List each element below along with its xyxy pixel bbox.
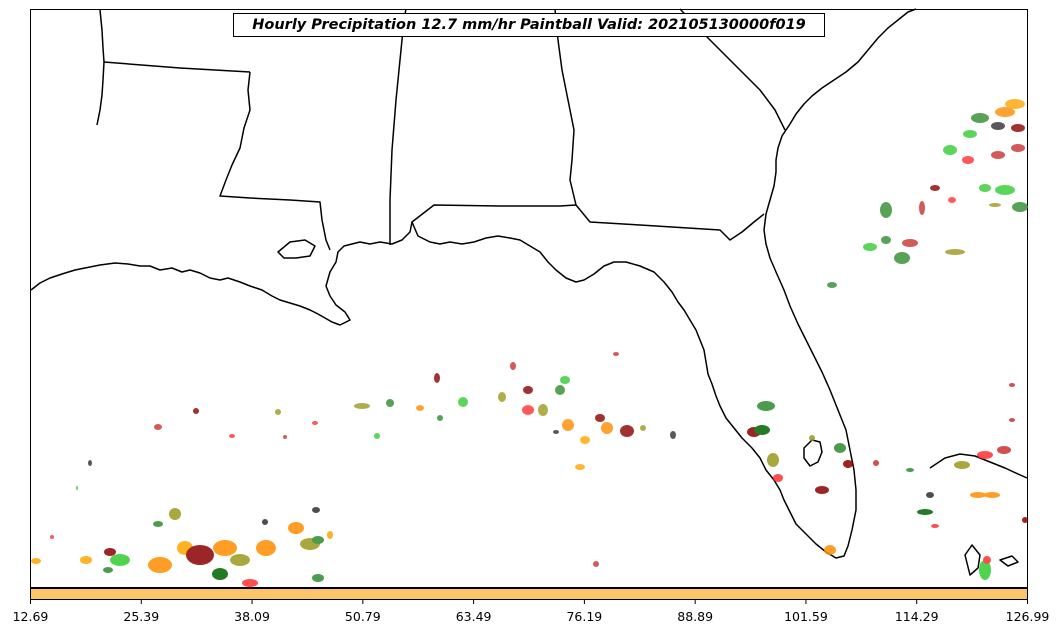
paintball-cluster-bahamas bbox=[906, 383, 1028, 580]
lake-pontchartrain bbox=[277, 239, 316, 259]
colorbar-tick-marks bbox=[30, 599, 1028, 604]
state-border-la-ar bbox=[103, 61, 251, 73]
colorbar-tick-label: 38.09 bbox=[234, 609, 270, 624]
plot-frame bbox=[30, 9, 1028, 588]
colorbar-tick-label: 114.29 bbox=[894, 609, 939, 624]
paintball-scattered-west bbox=[50, 408, 599, 567]
map-title: Hourly Precipitation 12.7 mm/hr Paintbal… bbox=[233, 13, 825, 37]
paintball-cluster-southwest-gulf bbox=[31, 507, 333, 587]
colorbar-tick-label: 76.19 bbox=[566, 609, 603, 624]
colorbar-tick-label: 126.99 bbox=[1005, 609, 1050, 624]
paintball-cluster-east-atlantic bbox=[827, 99, 1028, 288]
state-border-tx-la bbox=[96, 9, 105, 126]
colorbar-tick-label: 25.39 bbox=[123, 609, 160, 624]
bahamas-islands bbox=[964, 544, 1019, 576]
colorbar-tick-label: 12.69 bbox=[12, 609, 49, 624]
state-border-al-ga bbox=[554, 8, 577, 206]
colorbar-tick-label: 88.89 bbox=[677, 609, 714, 624]
cuba-coastline bbox=[929, 453, 1028, 479]
colorbar-strip bbox=[30, 588, 1028, 600]
state-border-la-ms bbox=[219, 71, 331, 251]
coastline-texas-louisiana bbox=[30, 8, 917, 559]
paintball-cluster-florida bbox=[747, 401, 879, 555]
colorbar-tick-label: 101.59 bbox=[784, 609, 828, 624]
state-border-al-fl bbox=[411, 204, 765, 241]
coastline-and-state-borders bbox=[30, 8, 1028, 576]
colorbar-tick-label: 63.49 bbox=[455, 609, 492, 624]
paintball-cluster-central-gulf bbox=[354, 352, 676, 470]
precipitation-paintballs bbox=[31, 99, 1028, 587]
colorbar-tick-label: 50.79 bbox=[344, 609, 381, 624]
